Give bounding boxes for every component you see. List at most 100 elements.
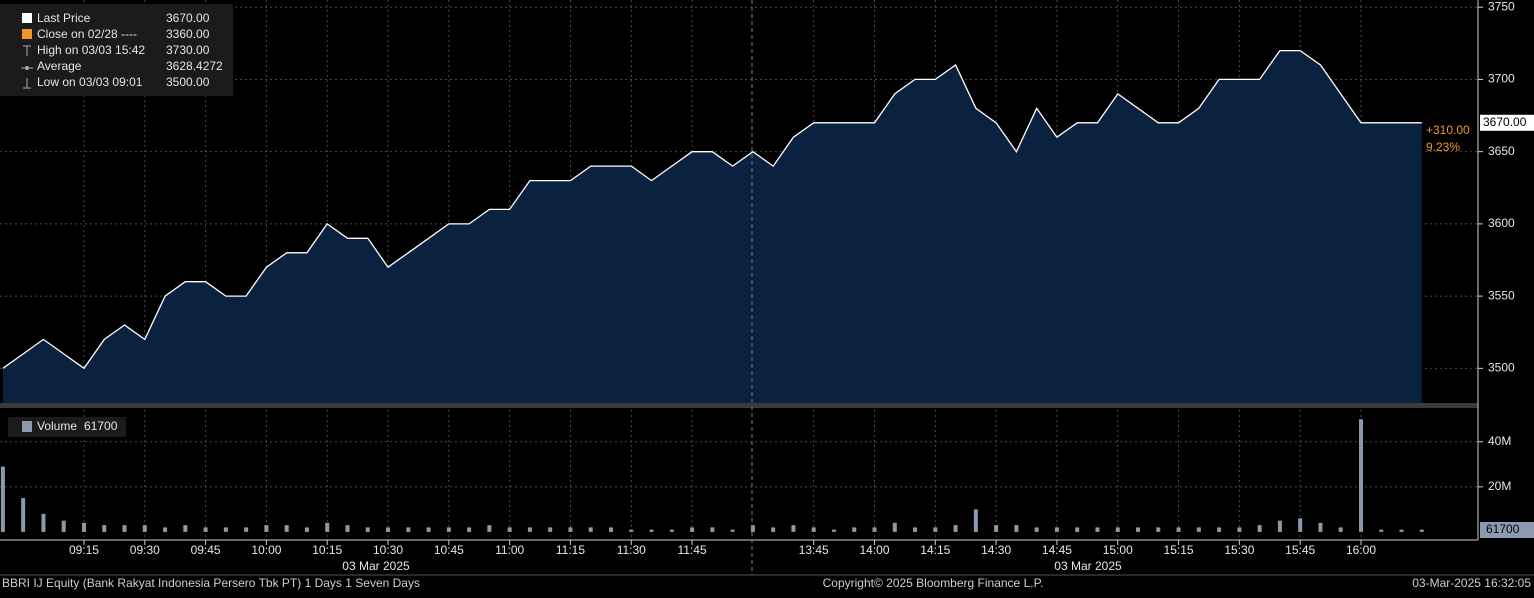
y-tick-label: 3550: [1488, 288, 1515, 302]
last-price-label: 3670.00: [1483, 115, 1527, 129]
x-tick-label: 10:00: [251, 543, 281, 557]
legend-box: [0, 4, 233, 96]
x-tick-label: 11:15: [556, 543, 585, 557]
volume-bar: [649, 529, 654, 532]
legend-label: Close on 02/28 ----: [37, 27, 137, 41]
volume-bar: [304, 527, 309, 532]
x-tick-label: 11:45: [678, 543, 707, 557]
x-tick-label: 11:30: [617, 543, 646, 557]
volume-bar: [183, 525, 188, 532]
legend-label: Last Price: [37, 11, 91, 25]
volume-bar: [142, 525, 147, 532]
area-fill: [2, 50, 1422, 403]
x-tick-label: 15:45: [1285, 543, 1315, 557]
change-label: +310.00: [1426, 123, 1470, 137]
volume-bar: [1176, 527, 1181, 532]
volume-bar: [1115, 527, 1120, 532]
legend-label: Volume: [37, 419, 77, 433]
volume-bar: [446, 527, 451, 532]
volume-bar: [244, 527, 249, 532]
x-tick-label: 10:30: [373, 543, 403, 557]
volume-bar: [1014, 525, 1019, 532]
volume-bar: [0, 466, 5, 532]
volume-bar: [1034, 527, 1039, 532]
panel-divider: [0, 403, 1478, 408]
x-tick-label: 14:00: [859, 543, 889, 557]
volume-bar: [365, 527, 370, 532]
legend-value: 3628.4272: [166, 59, 223, 73]
volume-bar: [1196, 527, 1201, 532]
date-label: 03 Mar 2025: [1054, 559, 1122, 573]
legend-icon: [25, 66, 29, 70]
legend-value: 3500.00: [166, 75, 210, 89]
volume-bar: [852, 527, 857, 532]
volume-bar: [1217, 527, 1222, 532]
volume-bar: [750, 525, 755, 532]
volume-bar: [1075, 527, 1080, 532]
volume-bar: [1338, 527, 1343, 532]
volume-bar: [467, 527, 472, 532]
volume-bar: [1399, 529, 1404, 532]
volume-bar: [203, 527, 208, 532]
legend-label: High on 03/03 15:42: [37, 43, 145, 57]
x-tick-label: 15:30: [1224, 543, 1254, 557]
volume-bar: [426, 527, 431, 532]
volume-bar: [41, 513, 46, 532]
legend-icon: [22, 29, 32, 39]
volume-bar: [609, 527, 613, 532]
volume-bar: [548, 527, 553, 532]
legend-icon: [22, 13, 32, 23]
legend-label: Average: [37, 59, 82, 73]
x-tick-label: 14:45: [1042, 543, 1072, 557]
volume-bar: [933, 527, 938, 532]
volume-bar: [1237, 527, 1242, 532]
footer-right: 03-Mar-2025 16:32:05: [1412, 576, 1531, 590]
volume-bar: [325, 522, 330, 532]
volume-bar: [730, 529, 735, 532]
volume-bar: [953, 525, 958, 532]
x-tick-label: 14:15: [920, 543, 950, 557]
volume-bar: [994, 525, 999, 532]
volume-bar: [710, 527, 715, 532]
legend-value: 3360.00: [166, 27, 210, 41]
volume-bar: [102, 525, 107, 532]
y-tick-label: 40M: [1488, 434, 1511, 448]
volume-bar: [771, 527, 776, 532]
volume-bar: [163, 527, 168, 532]
x-tick-label: 14:30: [981, 543, 1011, 557]
volume-bar: [1318, 522, 1323, 532]
volume-bar: [406, 527, 411, 532]
last-volume-label: 61700: [1486, 522, 1520, 536]
change-pct-label: 9.23%: [1426, 140, 1460, 154]
x-tick-label: 09:30: [130, 543, 160, 557]
volume-bar: [1379, 529, 1384, 532]
footer-center: Copyright© 2025 Bloomberg Finance L.P.: [823, 576, 1044, 590]
volume-bar: [21, 498, 26, 532]
x-tick-label: 16:00: [1346, 543, 1376, 557]
footer-left: BBRI IJ Equity (Bank Rakyat Indonesia Pe…: [2, 576, 420, 590]
y-tick-label: 3750: [1488, 0, 1515, 13]
volume-bar: [588, 527, 593, 532]
volume-bar: [913, 527, 918, 532]
volume-bar: [892, 522, 897, 532]
volume-bar: [831, 529, 836, 532]
volume-bar: [1298, 518, 1303, 532]
y-tick-label: 20M: [1488, 479, 1511, 493]
legend-value: 61700: [84, 419, 118, 433]
date-label: 03 Mar 2025: [342, 559, 410, 573]
volume-bar: [1095, 527, 1100, 532]
last-price-box: [1480, 114, 1534, 131]
volume-bar: [1257, 525, 1262, 532]
x-tick-label: 13:45: [799, 543, 829, 557]
volume-bar: [223, 527, 228, 532]
volume-bar: [386, 527, 391, 532]
volume-bar: [1419, 529, 1424, 532]
legend: Last Price 3670.00 Close on 02/28 ---- 3360…: [0, 4, 233, 96]
x-tick-label: 09:15: [69, 543, 99, 557]
x-tick-label: 15:15: [1164, 543, 1194, 557]
volume-bar: [345, 525, 350, 532]
volume-bar: [61, 520, 66, 532]
last-volume-box: [1480, 522, 1534, 538]
